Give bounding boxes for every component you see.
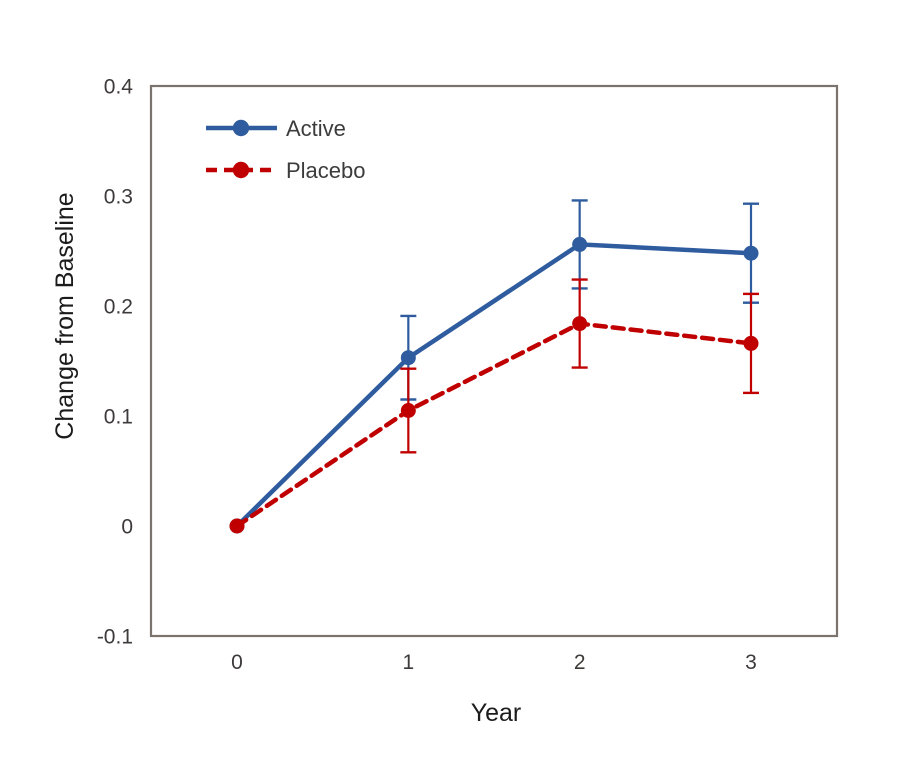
plot-frame	[149, 84, 839, 638]
x-axis-title: Year	[471, 699, 522, 727]
data-point-placebo-year-1	[400, 403, 416, 418]
x-tick-label: 1	[402, 651, 414, 674]
x-tick-label: 0	[231, 651, 243, 674]
plot-area: -0.1 0 0.1 0.2 0.3 0.4 0 1 2 3	[97, 76, 839, 674]
legend: Active Placebo	[206, 116, 366, 183]
series-line-active	[234, 242, 754, 529]
series-placebo	[229, 278, 759, 534]
data-point-placebo-year-2	[572, 316, 588, 332]
data-point-placebo-year-0	[229, 518, 245, 534]
legend-marker-active	[232, 119, 250, 137]
y-tick-label: 0.4	[104, 76, 134, 99]
data-point-active-year-1	[400, 350, 416, 366]
x-tick-label: 3	[745, 651, 757, 674]
data-point-placebo-year-3	[743, 335, 759, 351]
legend-label-placebo: Placebo	[286, 158, 366, 183]
series-active	[229, 199, 759, 534]
data-point-active-year-2	[572, 236, 588, 252]
y-tick-label: 0.3	[104, 186, 133, 209]
y-tick-label: -0.1	[97, 626, 133, 649]
data-point-active-year-3	[743, 245, 759, 261]
y-axis-title: Change from Baseline	[51, 192, 79, 439]
y-tick-label: 0.2	[104, 296, 133, 319]
legend-label-active: Active	[286, 116, 346, 141]
x-tick-label: 2	[574, 651, 586, 674]
y-tick-label: 0	[121, 516, 133, 539]
y-tick-label: 0.1	[104, 406, 133, 429]
legend-marker-placebo	[232, 161, 250, 179]
series-line-placebo	[234, 321, 754, 529]
